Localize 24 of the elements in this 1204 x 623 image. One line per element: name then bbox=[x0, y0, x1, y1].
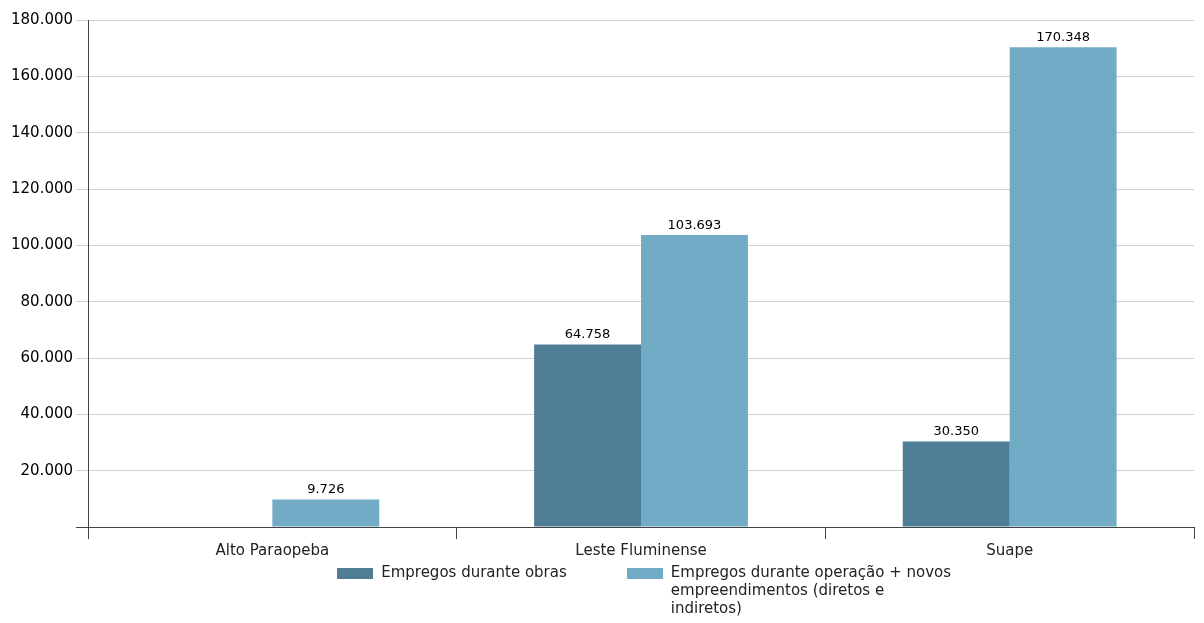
data-label: 30.350 bbox=[933, 423, 979, 439]
bar bbox=[902, 441, 1010, 527]
x-tick-label: Alto Paraopeba bbox=[215, 540, 330, 559]
x-tick-label: Leste Fluminense bbox=[575, 540, 707, 559]
legend-label: Empregos durante operação + novos empreendimentos (diretos e indiretos) bbox=[670, 563, 953, 617]
y-tick-label: 100.000 bbox=[11, 235, 74, 254]
legend-label: Empregos durante obras bbox=[381, 563, 567, 581]
data-label: 9.726 bbox=[307, 481, 345, 497]
bar bbox=[272, 499, 380, 527]
bar bbox=[641, 234, 748, 527]
y-tick-label: 40.000 bbox=[20, 404, 74, 423]
y-tick-label: 140.000 bbox=[11, 122, 74, 141]
y-tick-label: 60.000 bbox=[20, 347, 74, 366]
y-tick-label: 80.000 bbox=[20, 291, 74, 310]
x-tick-label: Suape bbox=[986, 540, 1034, 559]
y-tick-label: 180.000 bbox=[11, 9, 74, 28]
y-tick-label: 160.000 bbox=[11, 66, 74, 85]
data-label: 170.348 bbox=[1036, 29, 1091, 45]
data-label: 103.693 bbox=[667, 216, 722, 232]
data-label: 64.758 bbox=[564, 326, 611, 342]
bar bbox=[534, 344, 642, 527]
y-tick-label: 120.000 bbox=[11, 178, 74, 197]
bar bbox=[1009, 47, 1117, 527]
y-tick-label: 20.000 bbox=[20, 460, 74, 479]
